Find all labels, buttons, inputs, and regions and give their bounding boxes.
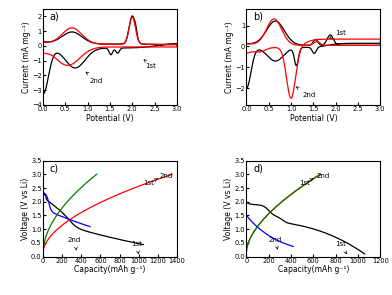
Y-axis label: Current (mA mg⁻¹): Current (mA mg⁻¹)	[22, 21, 31, 93]
Text: 1st: 1st	[336, 241, 347, 254]
X-axis label: Capacity(mAh g⁻¹): Capacity(mAh g⁻¹)	[278, 266, 349, 274]
Text: 1st: 1st	[131, 241, 142, 254]
Y-axis label: Voltage (V vs Li): Voltage (V vs Li)	[21, 178, 30, 240]
Text: 2nd: 2nd	[269, 237, 282, 249]
Text: 2nd: 2nd	[86, 72, 103, 84]
Text: 1st: 1st	[330, 30, 347, 38]
Text: 2nd: 2nd	[296, 87, 316, 98]
Y-axis label: Current (mA mg⁻¹): Current (mA mg⁻¹)	[225, 21, 234, 93]
Text: d): d)	[253, 163, 263, 173]
X-axis label: Potential (V): Potential (V)	[86, 114, 134, 123]
Y-axis label: Voltage (V vs Li): Voltage (V vs Li)	[224, 178, 233, 240]
Text: 2nd: 2nd	[160, 173, 173, 179]
X-axis label: Potential (V): Potential (V)	[290, 114, 337, 123]
Text: c): c)	[50, 163, 59, 173]
Text: 1st: 1st	[143, 179, 157, 186]
Text: b): b)	[253, 12, 263, 22]
Text: 2nd: 2nd	[316, 173, 329, 179]
Text: 1st: 1st	[299, 179, 313, 186]
Text: 1st: 1st	[144, 60, 156, 69]
X-axis label: Capacity(mAh g⁻¹): Capacity(mAh g⁻¹)	[74, 266, 146, 274]
Text: 2nd: 2nd	[68, 237, 81, 250]
Text: a): a)	[50, 12, 60, 22]
